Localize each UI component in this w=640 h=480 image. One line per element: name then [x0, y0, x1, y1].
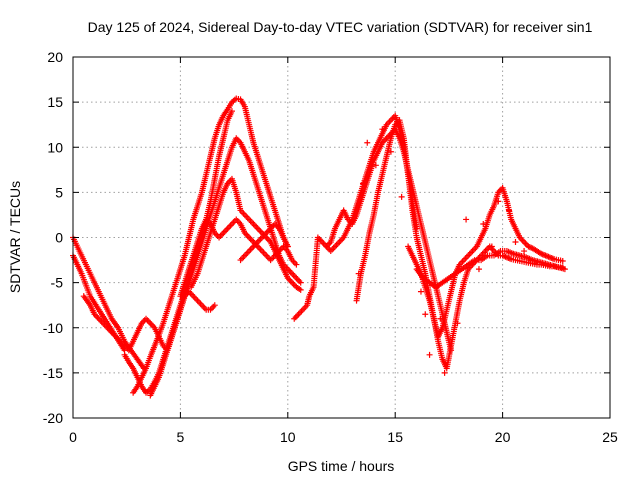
data-point: [426, 351, 433, 358]
y-tick-label: 0: [55, 230, 63, 246]
data-point: [387, 148, 394, 155]
data-points: [70, 95, 568, 399]
data-point: [512, 239, 519, 246]
grid: [73, 57, 610, 418]
x-tick-label: 5: [177, 429, 185, 445]
data-point: [422, 311, 429, 318]
data-point: [506, 207, 513, 214]
data-point: [561, 266, 568, 273]
series-scatter-extra: [355, 126, 528, 376]
y-tick-labels: -20 -15 -10 -5 0 5 10 15 20: [43, 49, 63, 426]
y-tick-label: 10: [47, 139, 63, 155]
series-track-a: [70, 234, 147, 372]
data-point: [364, 139, 371, 146]
data-point: [521, 248, 528, 255]
series-track-c: [121, 108, 235, 396]
data-point: [495, 198, 502, 205]
chart-title: Day 125 of 2024, Sidereal Day-to-day VTE…: [88, 19, 593, 35]
y-tick-label: -20: [43, 410, 63, 426]
series-track-l: [353, 117, 566, 372]
data-point: [379, 126, 386, 133]
data-point: [228, 108, 235, 115]
x-tick-label: 20: [495, 429, 511, 445]
data-point: [454, 320, 461, 327]
series-track-d: [130, 95, 291, 396]
x-tick-labels: 0 5 10 15 20 25: [69, 429, 618, 445]
data-point: [372, 162, 379, 169]
data-point: [441, 369, 448, 376]
data-point: [297, 279, 304, 286]
data-point: [488, 243, 495, 250]
y-tick-label: -5: [51, 275, 64, 291]
data-point: [284, 243, 291, 250]
series-track-n: [413, 248, 568, 291]
data-point: [297, 286, 304, 293]
data-point: [359, 180, 366, 187]
y-tick-label: -15: [43, 365, 63, 381]
data-point: [475, 266, 482, 273]
y-tick-label: 5: [55, 184, 63, 200]
x-tick-label: 10: [280, 429, 296, 445]
data-point: [293, 261, 300, 268]
data-point: [417, 288, 424, 295]
axis-ticks: [72, 56, 611, 419]
data-point: [355, 270, 362, 277]
y-axis-label: SDTVAR / TECUs: [7, 181, 23, 293]
x-tick-label: 0: [69, 429, 77, 445]
series-track-i: [80, 288, 218, 354]
data-point: [463, 216, 470, 223]
data-point: [559, 257, 566, 264]
data-point: [437, 315, 444, 322]
x-tick-label: 15: [387, 429, 403, 445]
x-axis-label: GPS time / hours: [288, 458, 395, 474]
data-point: [211, 302, 218, 309]
series-track-h: [237, 220, 291, 264]
data-point: [398, 193, 405, 200]
data-point: [480, 220, 487, 227]
y-tick-label: -10: [43, 320, 63, 336]
series-track-m: [405, 184, 566, 340]
series-track-g: [177, 216, 300, 300]
x-tick-label: 25: [602, 429, 618, 445]
y-tick-label: 20: [47, 49, 63, 65]
y-tick-label: 15: [47, 94, 63, 110]
